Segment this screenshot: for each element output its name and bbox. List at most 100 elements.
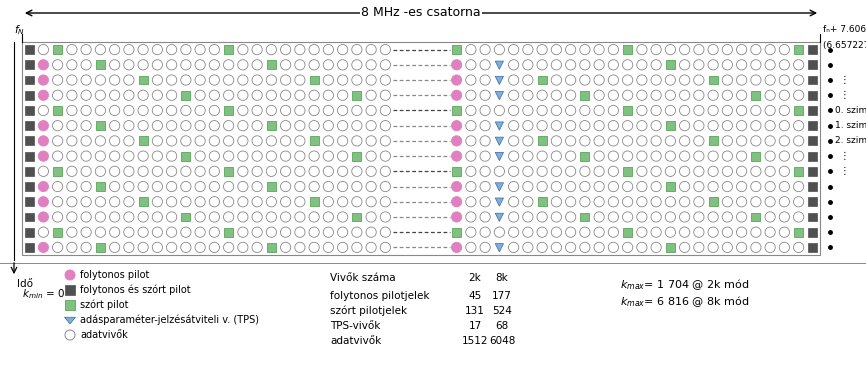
Text: szórt pilotjelek: szórt pilotjelek xyxy=(330,306,407,317)
Circle shape xyxy=(451,197,462,207)
Bar xyxy=(25,137,34,145)
Text: Idő: Idő xyxy=(17,279,33,289)
Bar xyxy=(224,45,233,54)
Text: 45: 45 xyxy=(469,291,481,301)
Bar xyxy=(25,197,34,206)
Text: ⋮: ⋮ xyxy=(840,75,850,85)
Bar xyxy=(794,167,803,176)
Bar xyxy=(25,121,34,130)
Bar xyxy=(708,137,718,145)
Bar xyxy=(25,45,34,54)
Bar xyxy=(65,285,75,295)
Bar xyxy=(310,137,319,145)
Circle shape xyxy=(65,270,75,280)
Bar xyxy=(809,121,818,130)
Bar xyxy=(139,137,147,145)
Polygon shape xyxy=(495,91,503,100)
Bar xyxy=(139,197,147,206)
Text: $k_{max}$= 6 816 @ 8k mód: $k_{max}$= 6 816 @ 8k mód xyxy=(620,294,749,309)
Circle shape xyxy=(451,75,462,85)
Circle shape xyxy=(38,90,48,100)
Bar xyxy=(452,228,461,236)
Bar xyxy=(25,243,34,252)
Bar xyxy=(452,106,461,115)
Bar xyxy=(224,167,233,176)
Bar xyxy=(139,75,147,84)
Text: 1. szimbólum: 1. szimbólum xyxy=(835,121,866,130)
Bar xyxy=(267,243,275,252)
Bar xyxy=(752,152,760,161)
Text: TPS-vivők: TPS-vivők xyxy=(330,321,380,331)
Text: 6048: 6048 xyxy=(488,336,515,346)
Bar xyxy=(25,167,34,176)
Circle shape xyxy=(451,60,462,70)
Bar xyxy=(96,182,105,191)
Bar xyxy=(65,300,75,310)
Bar xyxy=(809,60,818,69)
Bar xyxy=(25,152,34,161)
Bar xyxy=(794,106,803,115)
Text: folytonos és szórt pilot: folytonos és szórt pilot xyxy=(80,285,191,295)
Text: 0. szimbólum: 0. szimbólum xyxy=(835,106,866,115)
Circle shape xyxy=(38,120,48,131)
Bar xyxy=(666,60,675,69)
Polygon shape xyxy=(495,152,503,161)
Bar xyxy=(580,212,589,221)
Bar xyxy=(310,75,319,84)
Circle shape xyxy=(38,197,48,207)
Bar xyxy=(538,75,546,84)
Text: ⋮: ⋮ xyxy=(840,151,850,161)
Text: folytonos pilotjelek: folytonos pilotjelek xyxy=(330,291,430,301)
Bar xyxy=(809,45,818,54)
Text: 1512: 1512 xyxy=(462,336,488,346)
Bar xyxy=(96,60,105,69)
Text: $f_N$: $f_N$ xyxy=(14,23,25,37)
Circle shape xyxy=(38,212,48,222)
Bar xyxy=(809,137,818,145)
Bar xyxy=(794,228,803,236)
Bar xyxy=(624,167,632,176)
Text: folytonos pilot: folytonos pilot xyxy=(80,270,149,280)
Bar xyxy=(708,197,718,206)
Text: ⋮: ⋮ xyxy=(840,90,850,100)
Bar xyxy=(809,152,818,161)
Bar xyxy=(53,45,62,54)
Bar xyxy=(809,243,818,252)
Bar xyxy=(53,106,62,115)
Text: 2. szimbólum: 2. szimbólum xyxy=(835,136,866,146)
Polygon shape xyxy=(495,76,503,84)
Bar xyxy=(452,45,461,54)
Circle shape xyxy=(38,182,48,192)
Bar xyxy=(267,182,275,191)
Bar xyxy=(25,182,34,191)
Circle shape xyxy=(451,136,462,146)
Circle shape xyxy=(38,136,48,146)
Bar xyxy=(666,182,675,191)
Polygon shape xyxy=(495,244,503,252)
Bar xyxy=(809,212,818,221)
Bar xyxy=(809,75,818,84)
Bar xyxy=(809,91,818,100)
Text: 8k: 8k xyxy=(495,273,508,283)
Text: szórt pilot: szórt pilot xyxy=(80,300,128,310)
Bar xyxy=(538,197,546,206)
Bar xyxy=(96,243,105,252)
Bar xyxy=(96,121,105,130)
Circle shape xyxy=(451,151,462,161)
Bar xyxy=(809,106,818,115)
Polygon shape xyxy=(495,122,503,130)
Circle shape xyxy=(451,242,462,253)
Bar xyxy=(666,121,675,130)
Bar xyxy=(310,197,319,206)
Bar xyxy=(224,106,233,115)
Bar xyxy=(809,228,818,236)
Circle shape xyxy=(38,242,48,253)
Text: Vivők száma: Vivők száma xyxy=(330,273,396,283)
Text: 177: 177 xyxy=(492,291,512,301)
Bar xyxy=(224,228,233,236)
Polygon shape xyxy=(495,61,503,69)
Polygon shape xyxy=(64,317,75,324)
Text: adatvivők: adatvivők xyxy=(330,336,381,346)
Bar xyxy=(708,75,718,84)
Text: 524: 524 xyxy=(492,306,512,316)
